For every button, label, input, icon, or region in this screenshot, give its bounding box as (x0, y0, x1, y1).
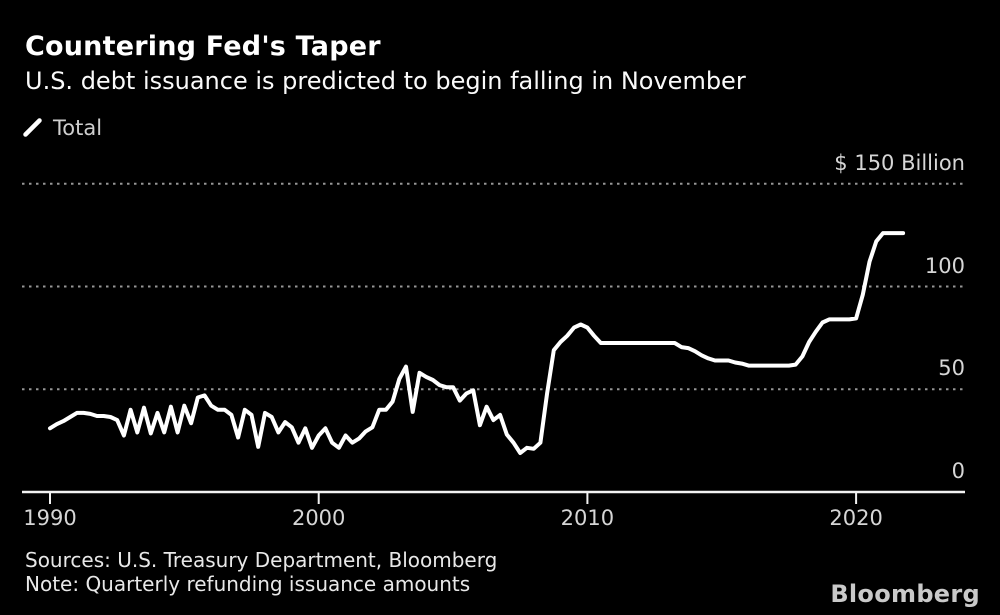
diagonal-line-marker-icon (23, 118, 43, 138)
y-axis-label-100: 100 (924, 253, 965, 278)
x-axis-label-2010: 2010 (560, 506, 615, 530)
x-axis-label-2000: 2000 (291, 506, 346, 530)
chart-title: Countering Fed's Taper (25, 31, 381, 62)
note-text: Note: Quarterly refunding issuance amoun… (25, 572, 471, 596)
bloomberg-logo: Bloomberg (830, 580, 980, 608)
sources-text: Sources: U.S. Treasury Department, Bloom… (25, 548, 498, 572)
y-axis-label-150: $ 150 Billion (834, 150, 965, 175)
total-series-line (48, 231, 906, 455)
x-axis-label-2020: 2020 (829, 506, 883, 530)
legend: Total (23, 115, 102, 141)
y-axis-label-0: 0 (951, 459, 965, 483)
x-axis-label-1990: 1990 (23, 506, 77, 530)
legend-label: Total (53, 116, 103, 140)
y-axis-label-50: 50 (938, 356, 965, 381)
chart-subtitle: U.S. debt issuance is predicted to begin… (25, 67, 746, 95)
